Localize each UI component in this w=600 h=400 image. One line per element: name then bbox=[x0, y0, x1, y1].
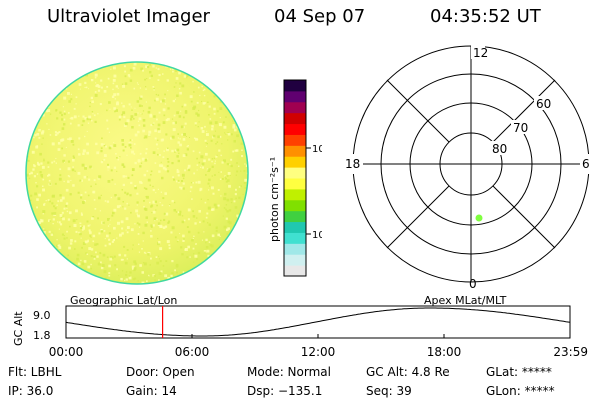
colorbar-cell bbox=[284, 134, 306, 146]
timeline-tick-label: 06:00 bbox=[175, 345, 210, 359]
polar-diag-nw bbox=[386, 79, 450, 143]
geographic-label: Geographic Lat/Lon bbox=[70, 294, 177, 307]
orbit-timeline: GC Alt 9.0 1.8 Geographic Lat/Lon Apex M… bbox=[12, 294, 588, 359]
seq-status: Seq: 39 bbox=[366, 384, 412, 398]
label-bg-6 bbox=[580, 154, 592, 174]
dsp-status: Dsp: −135.1 bbox=[247, 384, 323, 398]
colorbar-cell bbox=[284, 199, 306, 212]
label-bg-18 bbox=[343, 154, 363, 174]
polar-diag-se bbox=[492, 185, 556, 249]
timeline-y-min: 1.8 bbox=[33, 329, 51, 342]
timeline-y-max: 9.0 bbox=[33, 309, 51, 322]
label-bg-80 bbox=[490, 141, 510, 155]
colorbar-cell bbox=[284, 80, 306, 92]
label-bg-12 bbox=[471, 45, 485, 59]
colorbar-cell bbox=[284, 90, 306, 103]
mlt-label-0: 0 bbox=[469, 277, 477, 291]
label-bg-60 bbox=[534, 96, 554, 110]
colorbar-cells bbox=[284, 80, 306, 277]
filter-status: Flt: LBHL bbox=[8, 365, 62, 379]
timeline-tick-label: 23:59 bbox=[553, 345, 588, 359]
polar-plot: 12 18 6 0 60 70 80 bbox=[343, 45, 592, 291]
colorbar: 100 10 photon cm⁻²s⁻¹ bbox=[268, 79, 322, 277]
mlt-label-12: 12 bbox=[473, 46, 488, 60]
colorbar-cell bbox=[284, 254, 306, 266]
uv-image bbox=[25, 61, 249, 285]
lat-label-80: 80 bbox=[492, 142, 507, 156]
timeline-y-label: GC Alt bbox=[12, 311, 25, 346]
door-status: Door: Open bbox=[126, 365, 195, 379]
date-label: 04 Sep 07 bbox=[274, 6, 366, 27]
colorbar-cell bbox=[284, 243, 306, 255]
colorbar-cell bbox=[284, 221, 306, 233]
mlt-label-6: 6 bbox=[582, 157, 590, 171]
instrument-title: Ultraviolet Imager bbox=[47, 6, 210, 27]
colorbar-label-100: 100 bbox=[312, 144, 322, 155]
colorbar-cell bbox=[284, 188, 306, 201]
image-disk-edge bbox=[25, 61, 249, 285]
polar-diag-sw bbox=[386, 185, 450, 249]
time-label: 04:35:52 UT bbox=[430, 6, 541, 27]
colorbar-cell bbox=[284, 145, 306, 157]
colorbar-cell bbox=[284, 210, 306, 223]
apex-label: Apex MLat/MLT bbox=[424, 294, 507, 307]
label-bg-70 bbox=[511, 120, 531, 134]
colorbar-cell bbox=[284, 156, 306, 168]
colorbar-cell bbox=[284, 178, 306, 190]
colorbar-frame bbox=[283, 79, 307, 277]
lat-label-70: 70 bbox=[513, 121, 528, 135]
colorbar-cell bbox=[284, 232, 306, 244]
colorbar-cell bbox=[284, 265, 306, 277]
ip-status: IP: 36.0 bbox=[8, 384, 54, 398]
colorbar-cell bbox=[284, 167, 306, 179]
timeline-tick-label: 12:00 bbox=[301, 345, 336, 359]
gc-alt-status: GC Alt: 4.8 Re bbox=[366, 365, 450, 379]
lat-label-60: 60 bbox=[536, 97, 551, 111]
mlt-label-18: 18 bbox=[345, 157, 360, 171]
orbit-altitude-curve bbox=[65, 307, 571, 337]
timeline-tick-label: 00:00 bbox=[49, 345, 84, 359]
timeline-tick-label: 18:00 bbox=[427, 345, 462, 359]
polar-diag-ne bbox=[492, 79, 556, 143]
spacecraft-footprint-marker bbox=[475, 214, 483, 222]
colorbar-cell bbox=[284, 123, 306, 135]
colorbar-label-10: 10 bbox=[312, 230, 322, 241]
glat-status: GLat: ***** bbox=[486, 365, 552, 379]
mode-status: Mode: Normal bbox=[247, 365, 331, 379]
gain-status: Gain: 14 bbox=[126, 384, 177, 398]
colorbar-cell bbox=[284, 101, 306, 114]
colorbar-cell bbox=[284, 112, 306, 125]
glon-status: GLon: ***** bbox=[486, 384, 555, 398]
colorbar-unit-label: photon cm⁻²s⁻¹ bbox=[268, 157, 281, 242]
timeline-ticks: 00:00 06:00 12:00 18:00 23:59 bbox=[49, 334, 588, 359]
